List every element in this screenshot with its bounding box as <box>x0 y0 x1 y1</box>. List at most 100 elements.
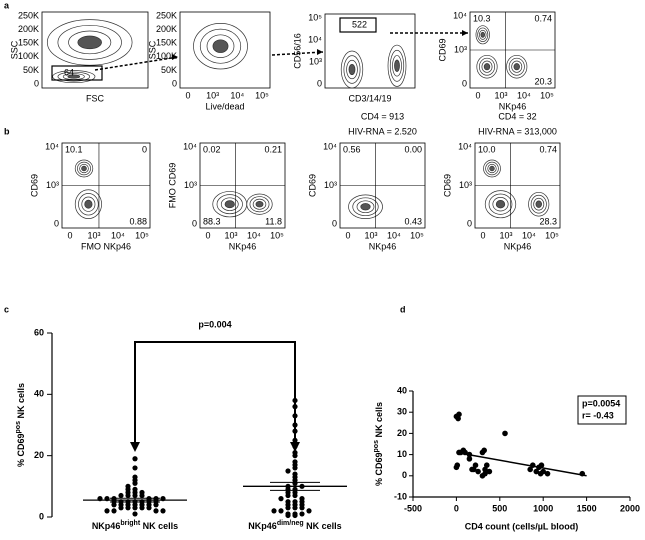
x-tick-label: 10³ <box>206 90 219 100</box>
y-tick-label: 0 <box>467 218 472 228</box>
contour <box>346 59 358 80</box>
contour <box>479 29 487 40</box>
data-point <box>125 505 131 511</box>
x-tick-label: 10⁴ <box>387 230 401 240</box>
data-point <box>160 508 166 514</box>
y-tick-label: 100K <box>18 51 39 61</box>
y-tick-label: 10⁴ <box>45 141 59 151</box>
x-tick-label: 10⁴ <box>111 230 125 240</box>
x-axis-label: NKp46 <box>499 101 527 111</box>
quadrant-value: 0 <box>142 144 147 154</box>
x-tick-label: 10⁵ <box>540 90 554 100</box>
quadrant-value: 88.3 <box>203 216 221 226</box>
plot-title: CD4 = 913 <box>361 111 404 121</box>
y-tick-label: 60 <box>34 327 44 337</box>
contour <box>352 197 379 217</box>
y-axis-label-part: pos <box>373 440 380 453</box>
x-tick-label-part: NK cells <box>304 521 342 531</box>
data-point <box>292 465 298 471</box>
data-point <box>132 492 138 499</box>
contour <box>489 165 495 172</box>
data-point <box>278 508 284 514</box>
contour <box>394 59 400 72</box>
quadrant-value: 11.8 <box>265 216 282 226</box>
data-point <box>132 456 138 462</box>
x-tick-label-part: NKp46 <box>92 521 121 531</box>
x-axis-label: Live/dead <box>205 101 244 111</box>
x-axis-label: NKp46 <box>229 241 257 251</box>
contour <box>530 194 547 214</box>
y-axis-label: CD56/16 <box>292 33 302 69</box>
contour <box>249 196 270 213</box>
data-point <box>118 492 124 499</box>
y-tick-label: 10⁴ <box>183 141 197 151</box>
x-tick-label: 10⁴ <box>517 90 531 100</box>
contour <box>77 35 102 50</box>
plot-frame <box>41 11 149 89</box>
data-point <box>153 502 159 508</box>
x-tick-label: 10³ <box>499 230 512 240</box>
y-tick-label: 0 <box>402 470 407 480</box>
annotation-box <box>577 395 627 425</box>
quadrant-value: 10.3 <box>473 13 491 23</box>
data-point <box>153 508 159 514</box>
error-bar <box>270 481 320 491</box>
data-point <box>455 415 461 422</box>
x-tick-label: NKp46bright NK cells <box>92 520 178 531</box>
contour <box>252 198 267 210</box>
contour <box>513 63 520 71</box>
y-tick-label: 0 <box>462 78 467 88</box>
data-point <box>533 468 540 475</box>
y-tick-label: 100K <box>156 51 177 61</box>
contour <box>492 197 509 212</box>
contour <box>387 44 407 87</box>
y-tick-label: 30 <box>397 407 407 417</box>
gate-label: 64 <box>64 67 74 77</box>
contour <box>57 24 122 60</box>
y-tick-label: 0 <box>34 78 39 88</box>
contour <box>224 200 235 209</box>
arrow-head <box>317 49 323 55</box>
contour <box>216 194 243 215</box>
gate <box>339 17 377 33</box>
contour <box>81 165 87 172</box>
y-tick-label: 10⁴ <box>323 141 337 151</box>
data-point <box>271 508 277 514</box>
y-axis-label: CD69 <box>437 38 447 61</box>
plot-title: HIV-RNA = 2.520 <box>348 126 417 136</box>
y-tick-label: 250K <box>156 10 177 20</box>
y-tick-label: 250K <box>18 10 39 20</box>
gate-arrow <box>271 51 324 56</box>
x-tick-label: 1500 <box>577 503 597 513</box>
contour <box>77 161 91 176</box>
x-tick-label: 10⁵ <box>255 90 269 100</box>
x-tick-label: 1000 <box>533 503 553 513</box>
contour <box>81 196 96 212</box>
x-tick-label: 500 <box>492 503 507 513</box>
quadrant-value: 0.88 <box>129 216 147 226</box>
annotation: r= -0.43 <box>582 410 614 420</box>
annotation: p=0.0054 <box>582 398 620 408</box>
data-point <box>132 511 138 517</box>
contour <box>508 57 525 76</box>
data-point <box>132 465 138 471</box>
data-point <box>132 505 138 511</box>
x-tick-label: 0 <box>345 230 350 240</box>
contour <box>483 159 501 178</box>
y-tick-label: 10³ <box>184 180 197 190</box>
x-tick-label: 0 <box>185 90 190 100</box>
data-point <box>486 468 493 475</box>
data-point <box>299 505 305 511</box>
contour <box>212 39 229 53</box>
contour <box>68 30 112 55</box>
y-tick-label: 0 <box>192 218 197 228</box>
contour <box>84 199 93 209</box>
y-tick-label: 10³ <box>459 180 472 190</box>
x-tick-label: 10⁵ <box>135 230 149 240</box>
x-tick-label: 10⁵ <box>270 230 284 240</box>
data-point <box>292 492 298 499</box>
y-axis-label: SSC <box>9 40 19 59</box>
contour <box>74 189 102 219</box>
data-point <box>299 511 305 517</box>
data-point <box>111 508 117 514</box>
